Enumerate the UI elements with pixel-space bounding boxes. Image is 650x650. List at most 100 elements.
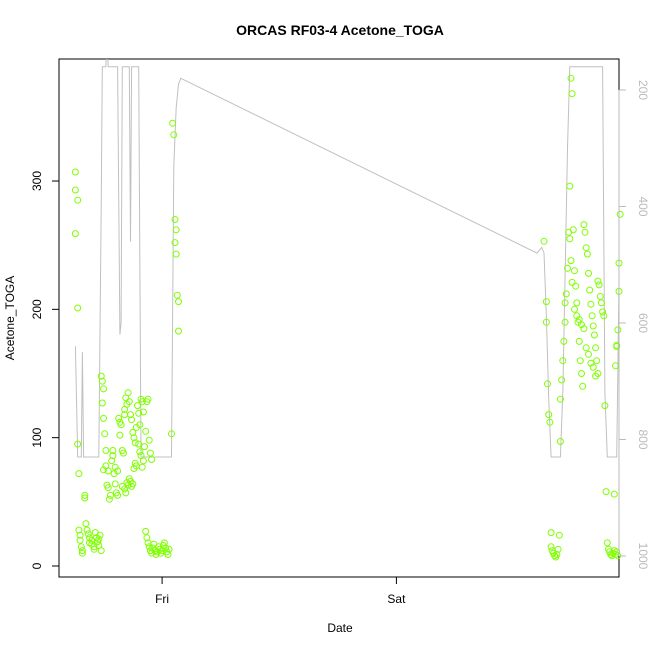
data-point — [111, 463, 119, 471]
data-point — [164, 551, 172, 558]
data-point — [77, 543, 85, 551]
data-point — [558, 376, 566, 384]
data-point — [175, 327, 182, 335]
data-point — [587, 300, 595, 308]
data-point — [613, 341, 621, 349]
data-point — [583, 250, 591, 258]
data-point — [578, 370, 585, 377]
data-point — [76, 536, 84, 544]
data-point — [562, 290, 570, 298]
y-tick-label: 200 — [30, 299, 44, 319]
data-point — [100, 414, 107, 422]
data-point — [616, 210, 624, 218]
data-point — [571, 267, 578, 275]
data-point — [568, 90, 576, 98]
data-point — [175, 298, 182, 306]
data-point — [76, 531, 84, 539]
data-point — [74, 196, 82, 204]
data-point — [547, 529, 555, 537]
data-point — [597, 299, 605, 307]
x-tick-label: Sat — [387, 592, 406, 606]
data-point — [78, 547, 86, 555]
y-axis: 0 100 200 300 — [30, 171, 60, 569]
data-point — [171, 239, 179, 247]
data-point — [546, 418, 554, 426]
data-point — [139, 457, 147, 465]
data-point — [109, 452, 117, 460]
y-tick-label: 0 — [30, 562, 44, 569]
data-point — [569, 226, 577, 234]
data-point — [135, 409, 143, 417]
data-point — [613, 548, 621, 556]
y2-tick-label: 400 — [636, 196, 650, 216]
y-tick-label: 300 — [30, 171, 44, 191]
data-point — [162, 544, 170, 552]
data-point — [593, 357, 601, 365]
data-point — [561, 318, 569, 326]
data-point — [555, 531, 563, 539]
data-point — [553, 551, 561, 558]
data-point — [75, 526, 83, 534]
data-point — [97, 372, 105, 380]
data-point — [596, 293, 604, 300]
data-point — [580, 325, 588, 333]
data-point — [71, 230, 79, 238]
data-point — [165, 545, 173, 553]
data-point — [82, 520, 90, 528]
data-point — [96, 531, 104, 539]
data-point — [135, 440, 143, 448]
data-point — [576, 357, 584, 365]
data-point — [84, 530, 92, 538]
data-point — [561, 299, 569, 307]
data-point — [580, 221, 588, 229]
data-point — [145, 436, 153, 444]
data-point — [601, 402, 609, 410]
data-point — [592, 344, 600, 352]
data-point — [575, 337, 583, 345]
data-point — [111, 480, 119, 488]
data-point — [142, 527, 150, 535]
data-point — [74, 440, 82, 448]
y2-tick-label: 200 — [636, 80, 650, 100]
data-point — [136, 421, 144, 429]
data-point — [602, 488, 610, 496]
data-point — [594, 277, 602, 285]
data-point — [610, 490, 618, 498]
data-point — [143, 534, 151, 542]
data-point — [90, 543, 98, 551]
data-point — [116, 431, 124, 439]
data-point — [81, 491, 89, 499]
data-point — [115, 414, 123, 422]
data-point — [127, 411, 134, 419]
data-point — [614, 326, 622, 334]
data-point — [125, 398, 133, 406]
data-point — [134, 402, 141, 410]
data-point — [141, 443, 148, 451]
data-point — [560, 337, 568, 345]
data-point — [545, 411, 553, 419]
data-point — [98, 399, 106, 407]
data-point — [81, 494, 89, 502]
data-point — [173, 291, 181, 299]
data-point — [129, 429, 137, 436]
data-point — [136, 448, 144, 456]
pressure-series-line — [74, 59, 619, 458]
data-point — [121, 485, 129, 493]
data-point — [101, 430, 109, 438]
y-axis-label: Acetone_TOGA — [3, 276, 17, 361]
data-point — [573, 299, 581, 307]
data-point — [71, 168, 79, 176]
data-point — [114, 467, 122, 475]
data-point — [571, 305, 578, 313]
data-point — [139, 408, 147, 416]
data-point — [122, 489, 130, 497]
pressure-layer — [74, 59, 619, 458]
data-point — [71, 186, 79, 194]
data-point — [100, 385, 107, 393]
data-point — [128, 416, 136, 424]
chart-title: ORCAS RF03-4 Acetone_TOGA — [236, 22, 444, 38]
data-point — [582, 244, 590, 252]
data-point — [124, 481, 132, 489]
data-point — [124, 389, 132, 397]
data-point — [589, 363, 597, 371]
